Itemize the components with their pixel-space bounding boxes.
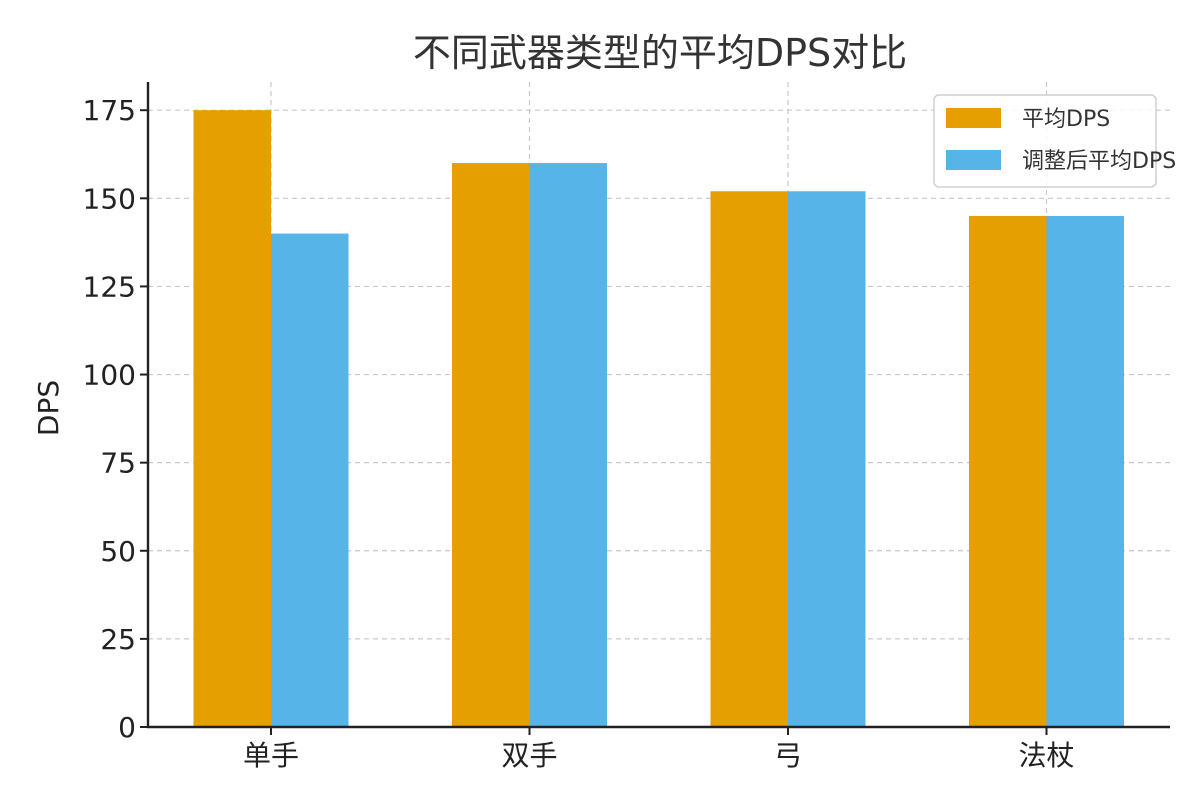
y-tick-label: 75 <box>100 447 136 480</box>
y-axis-label: DPS <box>32 380 65 436</box>
y-tick-label: 125 <box>83 270 136 303</box>
tick-labels: 0 25 50 75 100 125 150 175 单手 双手 弓 法杖 <box>83 94 1075 772</box>
legend-label-series1: 平均DPS <box>1022 107 1110 132</box>
legend: 平均DPS 调整后平均DPS <box>933 94 1176 188</box>
y-tick-label: 50 <box>100 535 136 568</box>
bar-series2-1 <box>529 163 607 728</box>
y-tick-label: 25 <box>100 623 136 656</box>
bars <box>193 110 1124 728</box>
y-tick-label: 0 <box>118 711 136 744</box>
legend-swatch-series2 <box>946 150 1001 170</box>
x-tick-label: 双手 <box>501 739 557 772</box>
x-tick-label: 弓 <box>774 739 802 772</box>
bar-series1-0 <box>193 110 271 728</box>
legend-label-series2: 调整后平均DPS <box>1022 149 1176 174</box>
x-tick-label: 法杖 <box>1018 739 1074 772</box>
axes <box>146 82 1170 729</box>
y-tick-label: 100 <box>83 359 136 392</box>
bar-series1-3 <box>969 215 1047 727</box>
y-tick-label: 150 <box>83 182 136 215</box>
chart-title: 不同武器类型的平均DPS对比 <box>413 31 907 75</box>
bar-series2-2 <box>788 191 866 727</box>
bar-series1-1 <box>452 163 530 728</box>
legend-swatch-series1 <box>946 108 1001 128</box>
x-tick-label: 单手 <box>243 739 299 772</box>
y-tick-label: 175 <box>83 94 136 127</box>
bar-series2-3 <box>1046 215 1124 727</box>
bar-series2-0 <box>271 233 349 727</box>
bar-series1-2 <box>710 191 788 727</box>
